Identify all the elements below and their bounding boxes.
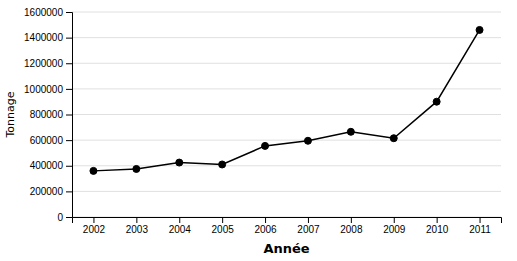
chart-svg: 2002 2003 2004 2005 2006 2007 2008 2009 2010 2011… xyxy=(0,0,517,261)
y-tick-label: 400000 xyxy=(30,160,64,171)
y-tick-mark xyxy=(66,115,72,116)
y-grid-line xyxy=(72,88,501,89)
x-tick: 2002 xyxy=(83,217,106,235)
y-tick-label: 200000 xyxy=(30,186,64,197)
point xyxy=(433,98,440,105)
point xyxy=(304,137,311,144)
x-tick-mark xyxy=(480,217,481,223)
x-tick-label: 2005 xyxy=(212,224,235,235)
x-tick: 2007 xyxy=(297,217,320,235)
x-tick-label: 2002 xyxy=(83,224,106,235)
x-tick: 2011 xyxy=(469,217,491,235)
point xyxy=(219,161,226,168)
x-tick: 2005 xyxy=(212,217,235,235)
x-tick: 2004 xyxy=(169,217,192,235)
point xyxy=(390,135,397,142)
x-tick-label: 2011 xyxy=(469,224,491,235)
x-tick-mark xyxy=(351,217,352,223)
y-tick-mark xyxy=(66,217,72,218)
y-tick-mark xyxy=(66,166,72,167)
y-tick-label: 0 xyxy=(57,212,63,223)
y-tick-label: 1600000 xyxy=(24,7,63,18)
x-tick-label: 2006 xyxy=(254,224,277,235)
chart-container: 2002 2003 2004 2005 2006 2007 2008 2009 2010 2011… xyxy=(0,0,517,261)
point xyxy=(476,26,483,33)
y-tick: 800000 xyxy=(30,109,72,120)
x-tick-mark xyxy=(136,217,137,223)
point xyxy=(176,159,183,166)
y-tick-label: 800000 xyxy=(30,109,64,120)
grid xyxy=(72,12,501,217)
y-tick: 1000000 xyxy=(24,84,72,95)
y-tick-mark xyxy=(66,38,72,39)
x-tick-mark xyxy=(222,217,223,223)
x-tick-label: 2010 xyxy=(426,224,449,235)
line xyxy=(93,30,479,171)
x-axis-line xyxy=(73,218,502,224)
y-axis-title: Tonnage xyxy=(4,91,17,138)
x-tick-label: 2009 xyxy=(383,224,406,235)
x-tick-mark xyxy=(394,217,395,223)
y-tick-label: 600000 xyxy=(30,135,64,146)
y-tick-mark xyxy=(66,89,72,90)
x-tick: 2009 xyxy=(383,217,406,235)
y-tick-label: 1000000 xyxy=(24,84,63,95)
y-grid-line xyxy=(72,63,501,64)
y-tick: 1400000 xyxy=(24,32,72,43)
plot-area: 2002 2003 2004 2005 2006 2007 2008 2009 2010 2011… xyxy=(24,7,501,235)
x-tick-label: 2003 xyxy=(126,224,149,235)
y-tick: 200000 xyxy=(30,186,72,197)
y-tick-mark xyxy=(66,191,72,192)
y-tick: 600000 xyxy=(30,135,72,146)
x-tick: 2006 xyxy=(254,217,277,235)
point xyxy=(90,167,97,174)
y-grid-line xyxy=(72,140,501,141)
x-tick-mark xyxy=(179,217,180,223)
x-tick-label: 2007 xyxy=(297,224,320,235)
y-axis: 0 200000 400000 600000 800000 1000000 1200000 1… xyxy=(24,7,72,223)
y-tick: 1600000 xyxy=(24,7,72,18)
y-tick: 1200000 xyxy=(24,58,72,69)
y-tick: 400000 xyxy=(30,160,72,171)
x-tick-mark xyxy=(437,217,438,223)
point xyxy=(262,142,269,149)
x-tick-mark xyxy=(265,217,266,223)
y-tick-label: 1400000 xyxy=(24,32,63,43)
y-tick: 0 xyxy=(57,212,72,223)
x-axis: 2002 2003 2004 2005 2006 2007 2008 2009 2010 2011 xyxy=(73,217,502,235)
y-axis-line xyxy=(66,13,73,218)
data-layer xyxy=(90,26,483,174)
x-tick: 2003 xyxy=(126,217,149,235)
y-tick-mark xyxy=(66,63,72,64)
x-axis-title: Année xyxy=(263,241,309,256)
x-tick-label: 2008 xyxy=(340,224,363,235)
y-grid-line xyxy=(72,37,501,38)
x-tick-mark xyxy=(308,217,309,223)
y-grid-line xyxy=(72,191,501,192)
y-grid-line xyxy=(72,12,501,13)
x-tick: 2008 xyxy=(340,217,363,235)
x-tick: 2010 xyxy=(426,217,449,235)
y-grid-line xyxy=(72,114,501,115)
x-tick-label: 2004 xyxy=(169,224,192,235)
y-tick-mark xyxy=(66,140,72,141)
y-tick-label: 1200000 xyxy=(24,58,63,69)
x-tick-mark xyxy=(93,217,94,223)
point xyxy=(347,128,354,135)
y-tick-mark xyxy=(66,12,72,13)
point xyxy=(133,165,140,172)
